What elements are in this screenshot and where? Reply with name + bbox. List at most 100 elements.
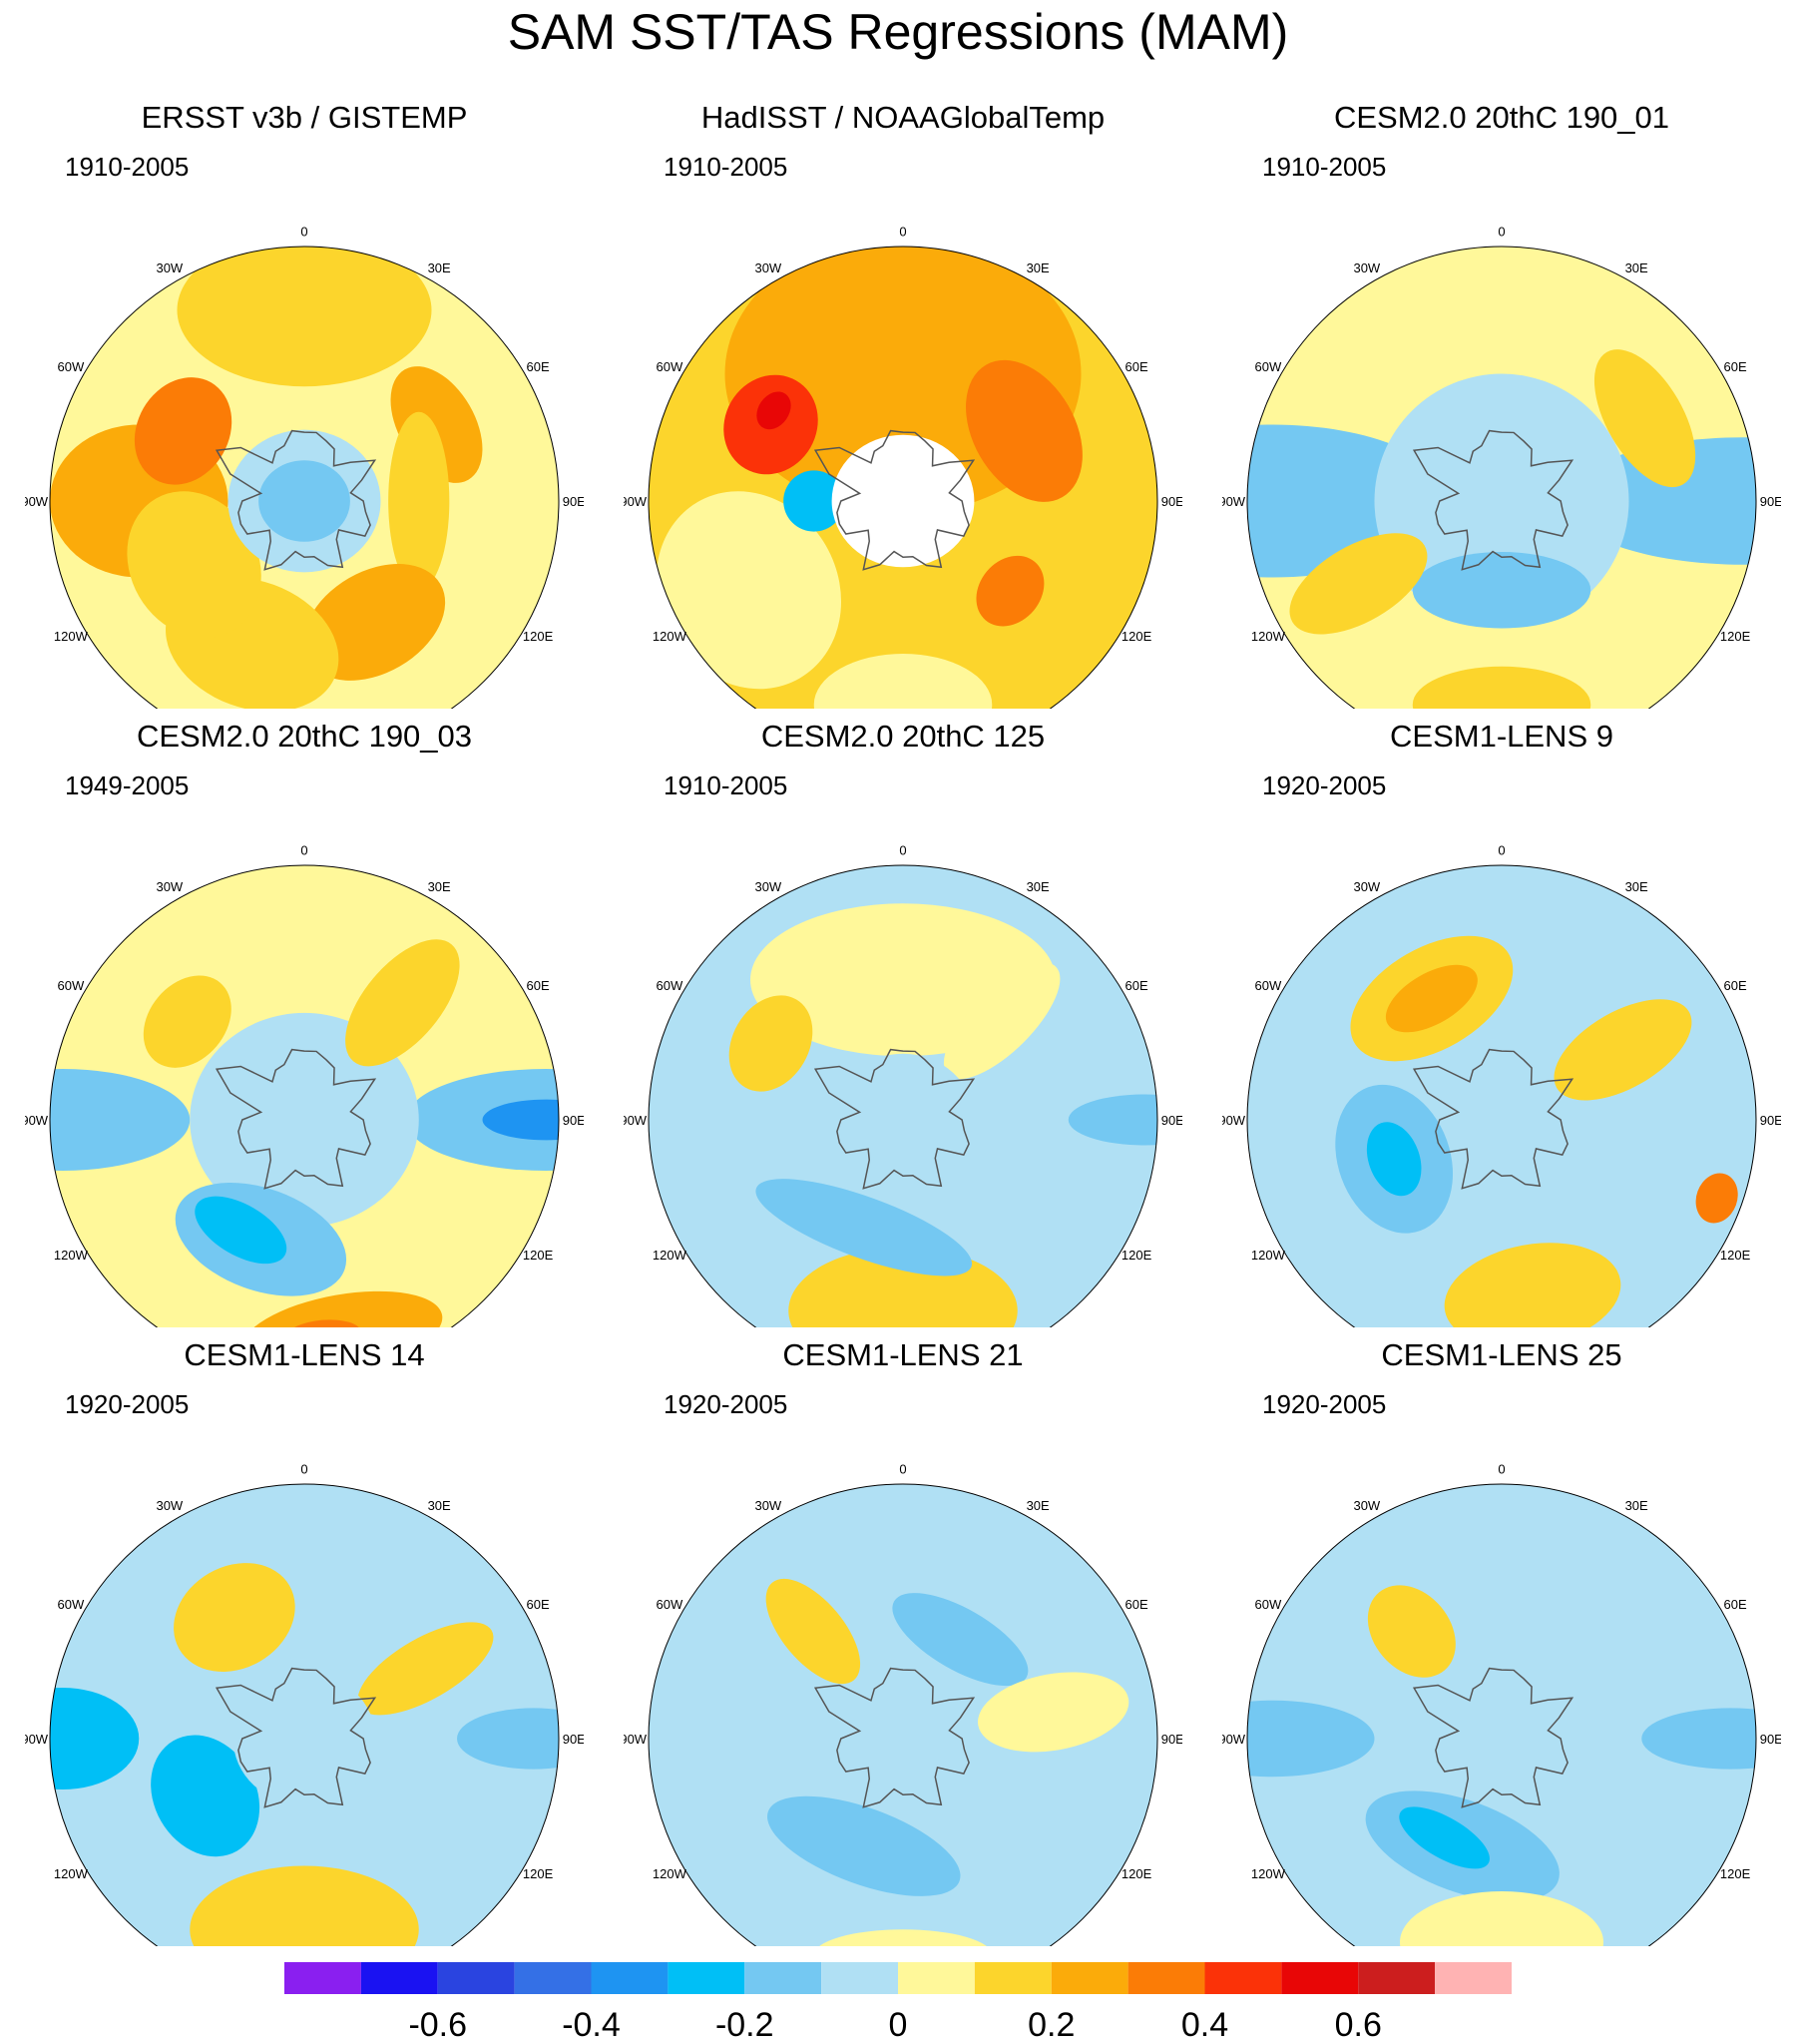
field-patch	[1289, 533, 1428, 635]
figure-title: SAM SST/TAS Regressions (MAM)	[507, 4, 1289, 60]
field-patch	[976, 555, 1045, 627]
field-patch	[177, 247, 432, 387]
longitude-label: 30W	[156, 260, 183, 275]
field-patch	[1554, 999, 1692, 1101]
longitude-label: 60W	[657, 1597, 683, 1612]
field-patch	[788, 1247, 1018, 1327]
longitude-label: 30W	[1353, 879, 1380, 894]
map-border	[49, 864, 560, 1327]
longitude-label: 60W	[58, 1597, 85, 1612]
longitude-label: 30W	[754, 879, 781, 894]
longitude-label: 0	[899, 225, 906, 240]
field-patch	[1430, 1672, 1573, 1805]
panel-title: ERSST v3b / GISTEMP	[141, 100, 468, 135]
longitude-label: 90E	[563, 1113, 584, 1128]
longitude-label: 90E	[1161, 1732, 1182, 1747]
map-panel: 030E60E90E120E150E180150W120W90W60W30WCE…	[25, 1327, 584, 1946]
polar-map: 030E60E90E120E150E180150W120W90W60W30W	[25, 1462, 584, 1946]
longitude-label: 120E	[523, 629, 554, 644]
polar-map: 030E60E90E120E150E180150W120W90W60W30W	[1222, 225, 1781, 709]
longitude-label: 90W	[1222, 1113, 1246, 1128]
field-patch	[303, 564, 446, 681]
panel-title: HadISST / NOAAGlobalTemp	[700, 100, 1106, 135]
field-patch	[1399, 1806, 1490, 1869]
longitude-label: 90W	[624, 494, 648, 509]
longitude-label: 30W	[156, 1498, 183, 1513]
antarctica-coastline	[215, 429, 377, 571]
panel-period: 1920-2005	[664, 1389, 788, 1419]
polar-map: 030E60E90E120E150E180150W120W90W60W30W	[624, 843, 1182, 1327]
panel-period: 1949-2005	[65, 770, 190, 800]
longitude-label: 30E	[1625, 879, 1648, 894]
colorbar-tick-label: 0.6	[1335, 2006, 1382, 2042]
map-border	[1246, 864, 1757, 1327]
field-patch	[151, 1735, 260, 1857]
colorbar: -0.6 -0.4 -0.2 0 0.2 0.4 0.6	[284, 1962, 1512, 2042]
longitude-label: 90W	[1222, 1732, 1246, 1747]
field-patch	[190, 1865, 419, 1946]
longitude-label: 120E	[1122, 1866, 1152, 1881]
longitude-label: 60W	[657, 359, 683, 374]
panel-period: 1910-2005	[65, 152, 190, 182]
longitude-label: 120E	[1720, 629, 1751, 644]
colorbar-bin	[974, 1962, 1052, 1994]
longitude-label: 120W	[653, 1866, 687, 1881]
field-patch	[457, 1708, 559, 1770]
longitude-label: 0	[1498, 1462, 1505, 1477]
longitude-label: 120W	[54, 629, 89, 644]
colorbar-bin	[514, 1962, 592, 1994]
field-patch	[1400, 1891, 1603, 1946]
field-patch	[728, 995, 813, 1092]
field-patch	[813, 654, 993, 709]
polar-map: 030E60E90E120E150E180150W120W90W60W30W	[624, 225, 1182, 709]
colorbar-bin	[1358, 1962, 1436, 1994]
field-patch	[1444, 1243, 1621, 1327]
longitude-label: 120E	[1122, 629, 1152, 644]
longitude-label: 90E	[563, 1732, 584, 1747]
antarctica-coastline	[1412, 1667, 1574, 1808]
colorbar-tick-label: 0.4	[1181, 2006, 1228, 2042]
polar-map: 030E60E90E120E150E180150W120W90W60W30W	[25, 843, 584, 1327]
longitude-label: 60E	[1724, 1597, 1747, 1612]
longitude-label: 60E	[1724, 978, 1747, 993]
polar-map: 030E60E90E120E150E180150W120W90W60W30W	[25, 225, 584, 709]
antarctica-coastline	[813, 1667, 976, 1808]
longitude-label: 120E	[523, 1248, 554, 1263]
longitude-label: 90W	[624, 1113, 648, 1128]
colorbar-bin	[1435, 1962, 1512, 1994]
antarctica-coastline	[813, 429, 976, 571]
colorbar-tick-label: 0	[889, 2006, 908, 2042]
panel-title: CESM2.0 20thC 190_03	[136, 719, 473, 754]
longitude-label: 30E	[1625, 260, 1648, 275]
colorbar-bin	[744, 1962, 822, 1994]
field-patch	[813, 1929, 993, 1946]
field-patch	[174, 1563, 295, 1673]
field-patch	[767, 1795, 961, 1896]
longitude-label: 60W	[58, 978, 85, 993]
map-panel: 030E60E90E120E150E180150W120W90W60W30WCE…	[25, 709, 584, 1327]
longitude-label: 30E	[1625, 1498, 1648, 1513]
longitude-label: 120W	[653, 1248, 687, 1263]
colorbar-bin	[1281, 1962, 1359, 1994]
longitude-label: 60W	[1255, 1597, 1282, 1612]
field-patch	[232, 1672, 376, 1805]
field-patch	[1695, 1173, 1738, 1224]
map-border	[648, 864, 1158, 1327]
map-border	[648, 246, 1158, 709]
longitude-label: 0	[300, 1462, 307, 1477]
antarctica-coastline	[1412, 1048, 1574, 1190]
field-patch	[892, 1593, 1029, 1687]
longitude-label: 0	[899, 1462, 906, 1477]
field-patch	[1412, 552, 1591, 629]
longitude-label: 30W	[1353, 1498, 1380, 1513]
map-panel: 030E60E90E120E150E180150W120W90W60W30WCE…	[624, 1327, 1182, 1946]
field-patch	[755, 1179, 973, 1277]
colorbar-bin	[668, 1962, 745, 1994]
panel-period: 1910-2005	[664, 770, 788, 800]
longitude-label: 0	[899, 843, 906, 858]
field-patch	[50, 1688, 140, 1789]
longitude-label: 90W	[25, 1113, 49, 1128]
field-patch	[1247, 1700, 1375, 1778]
field-patch	[783, 470, 845, 532]
longitude-label: 120E	[523, 1866, 554, 1881]
